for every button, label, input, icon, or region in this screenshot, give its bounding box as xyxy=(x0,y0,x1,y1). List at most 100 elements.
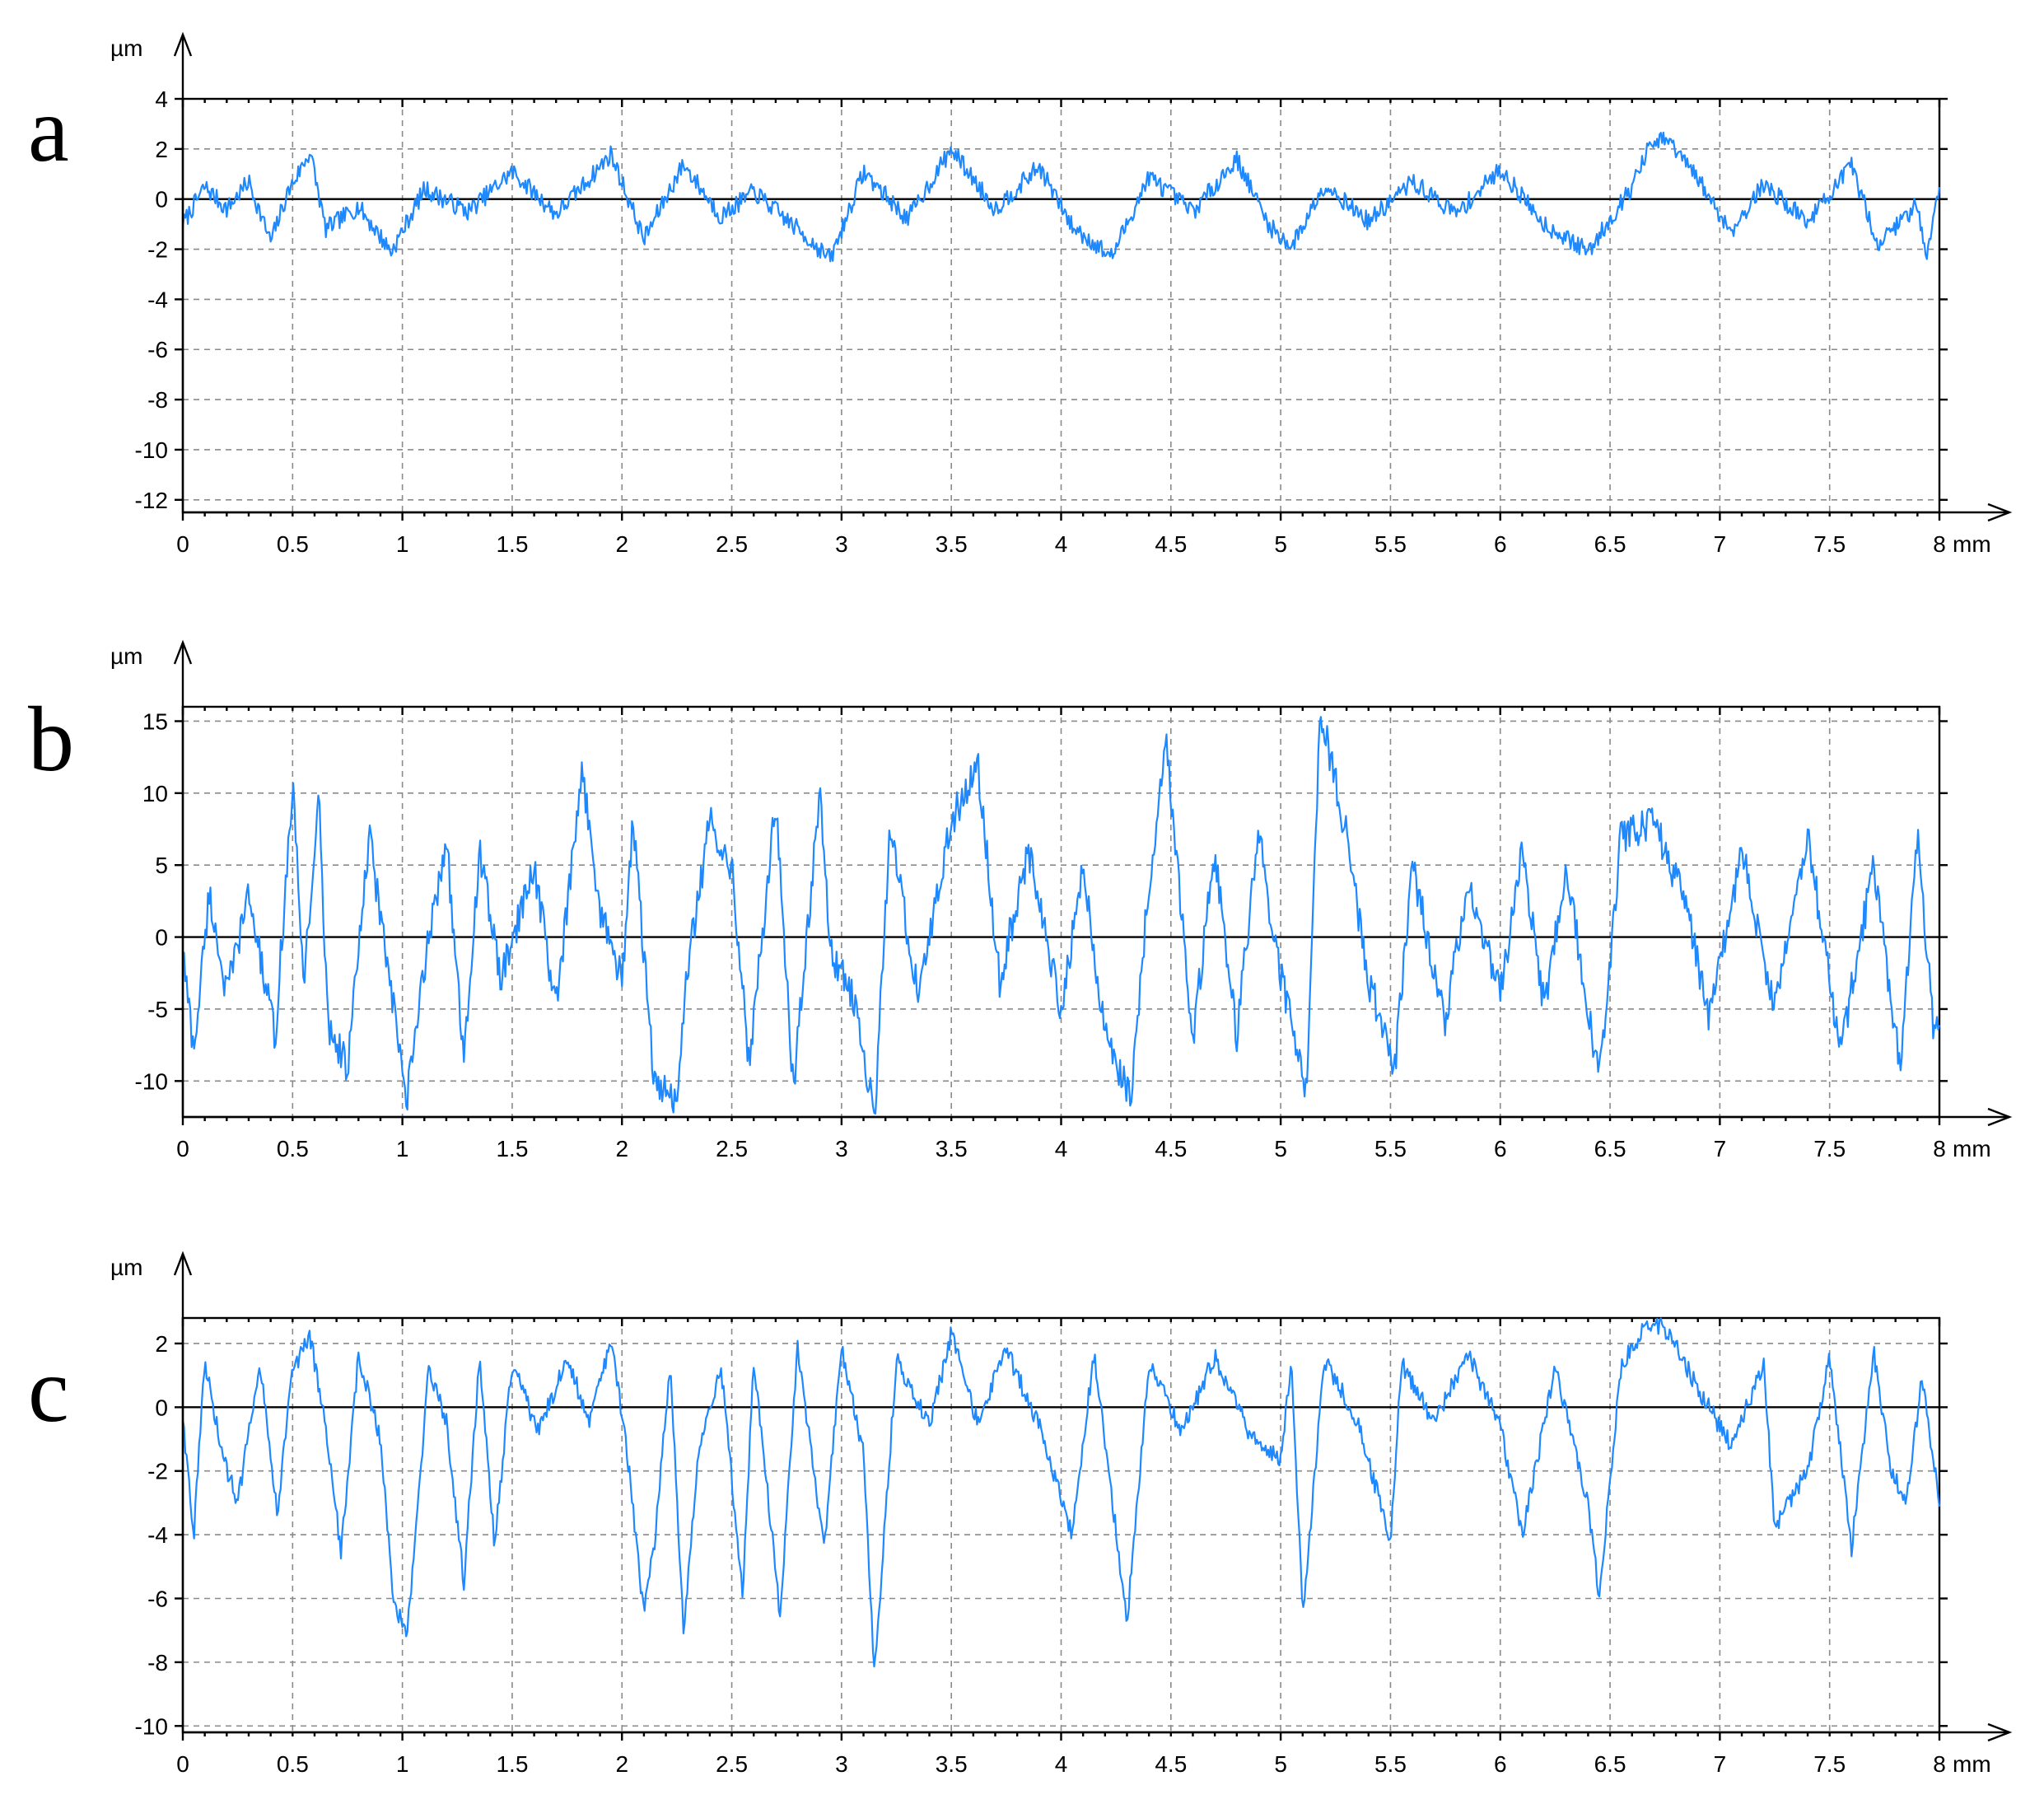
x-axis-arrow xyxy=(1987,1722,2013,1742)
x-tick-label: 2.5 xyxy=(716,1136,748,1161)
y-tick-label: 0 xyxy=(155,925,168,951)
x-tick-label: 6 xyxy=(1494,531,1507,557)
x-tick-label: 2 xyxy=(615,1136,628,1161)
x-axis-arrow xyxy=(1987,1107,2013,1127)
panel-c-profile-trace xyxy=(181,1317,1941,1668)
x-tick-label: 5.5 xyxy=(1374,531,1407,557)
panel-c: c 0 0.5 1 1.5 2 2.5 3 3.5 4 4.5 5 5.5 6 6.5 7 7.5 8 2 0 -2… xyxy=(28,1250,2013,1777)
x-tick-label: 6.5 xyxy=(1594,1136,1626,1161)
panel-b: b 0 0.5 1 1.5 2 2.5 3 3.5 4 4.5 5 5.5 6 6.5 7 7.5 8 15 10… xyxy=(28,639,2013,1161)
x-tick-label: 6.5 xyxy=(1594,1751,1626,1777)
x-tick-label: 0.5 xyxy=(277,1136,309,1161)
x-tick-label: 4 xyxy=(1055,531,1068,557)
x-tick-label: 2 xyxy=(615,1751,628,1777)
x-tick-label: 3 xyxy=(835,1136,848,1161)
x-tick-label: 4.5 xyxy=(1155,1136,1187,1161)
x-tick-label: 8 xyxy=(1933,531,1946,557)
panel-a-profile-trace xyxy=(181,131,1941,263)
panel-a-y-ticks: 4 2 0 -2 -4 -6 -8 -10 -12 xyxy=(135,86,1948,513)
panel-b-y-ticks: 15 10 5 0 -5 -10 xyxy=(135,708,1948,1094)
y-tick-label: 0 xyxy=(155,1395,168,1420)
x-tick-label: 3 xyxy=(835,1751,848,1777)
panel-c-y-unit: µm xyxy=(110,1255,142,1280)
panel-b-profile-trace xyxy=(181,716,1941,1115)
x-tick-label: 7.5 xyxy=(1813,531,1846,557)
panel-b-y-unit: µm xyxy=(110,643,142,669)
y-tick-label: -6 xyxy=(147,1586,168,1611)
panel-c-y-ticks: 2 0 -2 -4 -6 -8 -10 xyxy=(135,1331,1948,1739)
panel-c-x-ticks: 0 0.5 1 1.5 2 2.5 3 3.5 4 4.5 5 5.5 6 6.5 7 7.5 8 xyxy=(176,1318,1946,1777)
x-tick-label: 5 xyxy=(1274,1751,1287,1777)
x-tick-label: 7.5 xyxy=(1813,1751,1846,1777)
x-tick-label: 2.5 xyxy=(716,531,748,557)
y-tick-label: -10 xyxy=(135,1713,168,1739)
x-tick-label: 6.5 xyxy=(1594,531,1626,557)
panel-c-axes xyxy=(173,1250,2013,1742)
x-tick-label: 0 xyxy=(176,1136,189,1161)
x-tick-label: 6 xyxy=(1494,1136,1507,1161)
panel-b-x-unit: mm xyxy=(1953,1136,1991,1161)
panel-b-grid xyxy=(183,707,1939,1117)
x-tick-label: 2 xyxy=(615,531,628,557)
x-tick-label: 3.5 xyxy=(936,1136,968,1161)
y-tick-label: 15 xyxy=(142,708,168,734)
y-axis-arrow xyxy=(173,31,193,57)
x-tick-label: 0.5 xyxy=(277,1751,309,1777)
y-axis-arrow xyxy=(173,639,193,665)
y-tick-label: -12 xyxy=(135,488,168,513)
x-tick-label: 4.5 xyxy=(1155,1751,1187,1777)
x-tick-label: 4 xyxy=(1055,1751,1068,1777)
x-tick-label: 5.5 xyxy=(1374,1136,1407,1161)
panel-letter-c: c xyxy=(28,1339,69,1442)
x-tick-label: 3 xyxy=(835,531,848,557)
x-tick-label: 5.5 xyxy=(1374,1751,1407,1777)
x-axis-arrow xyxy=(1987,502,2013,522)
x-tick-label: 1 xyxy=(396,1751,409,1777)
x-tick-label: 0 xyxy=(176,531,189,557)
y-tick-label: 2 xyxy=(155,137,168,162)
x-tick-label: 3.5 xyxy=(936,531,968,557)
y-tick-label: -10 xyxy=(135,1068,168,1094)
panel-letter-a: a xyxy=(28,79,69,181)
panel-b-x-ticks: 0 0.5 1 1.5 2 2.5 3 3.5 4 4.5 5 5.5 6 6.5 7 7.5 8 xyxy=(176,707,1946,1161)
y-tick-label: -8 xyxy=(147,1650,168,1675)
x-tick-label: 5 xyxy=(1274,1136,1287,1161)
x-tick-label: 7.5 xyxy=(1813,1136,1846,1161)
panel-a: a 0 0.5 1 1.5 2 2.5 3 3.5 4 4.5 5 5.5 6 6.5 7 7.5 8 420-… xyxy=(28,31,2013,557)
y-tick-label: -5 xyxy=(147,997,168,1022)
x-tick-label: 1 xyxy=(396,531,409,557)
x-tick-label: 0 xyxy=(176,1751,189,1777)
y-tick-label: 0 xyxy=(155,187,168,213)
panel-letter-b: b xyxy=(28,689,74,791)
panel-c-x-unit: mm xyxy=(1953,1751,1991,1777)
panel-a-x-ticks: 0 0.5 1 1.5 2 2.5 3 3.5 4 4.5 5 5.5 6 6.5 7 7.5 8 xyxy=(176,99,1946,557)
x-tick-label: 6 xyxy=(1494,1751,1507,1777)
panel-a-y-unit: µm xyxy=(110,35,142,61)
x-tick-label: 4 xyxy=(1055,1136,1068,1161)
x-tick-label: 7 xyxy=(1714,1136,1727,1161)
x-tick-label: 2.5 xyxy=(716,1751,748,1777)
x-tick-label: 0.5 xyxy=(277,531,309,557)
y-tick-label: -6 xyxy=(147,337,168,362)
x-tick-label: 7 xyxy=(1714,1751,1727,1777)
y-tick-label: -2 xyxy=(147,237,168,263)
x-tick-label: 5 xyxy=(1274,531,1287,557)
y-tick-label: 4 xyxy=(155,86,168,112)
x-tick-label: 1.5 xyxy=(496,531,528,557)
x-tick-label: 1.5 xyxy=(496,1751,528,1777)
y-axis-arrow xyxy=(173,1250,193,1276)
y-tick-label: -8 xyxy=(147,387,168,413)
y-tick-label: -4 xyxy=(147,287,168,312)
y-tick-label: 10 xyxy=(142,781,168,806)
x-tick-label: 1 xyxy=(396,1136,409,1161)
y-tick-label: -4 xyxy=(147,1522,168,1548)
y-tick-label: 5 xyxy=(155,853,168,878)
panel-a-x-unit: mm xyxy=(1953,531,1991,557)
x-tick-label: 8 xyxy=(1933,1751,1946,1777)
x-tick-label: 3.5 xyxy=(936,1751,968,1777)
panel-c-grid xyxy=(183,1318,1939,1732)
panel-a-grid xyxy=(183,99,1939,512)
x-tick-label: 8 xyxy=(1933,1136,1946,1161)
x-tick-label: 7 xyxy=(1714,531,1727,557)
